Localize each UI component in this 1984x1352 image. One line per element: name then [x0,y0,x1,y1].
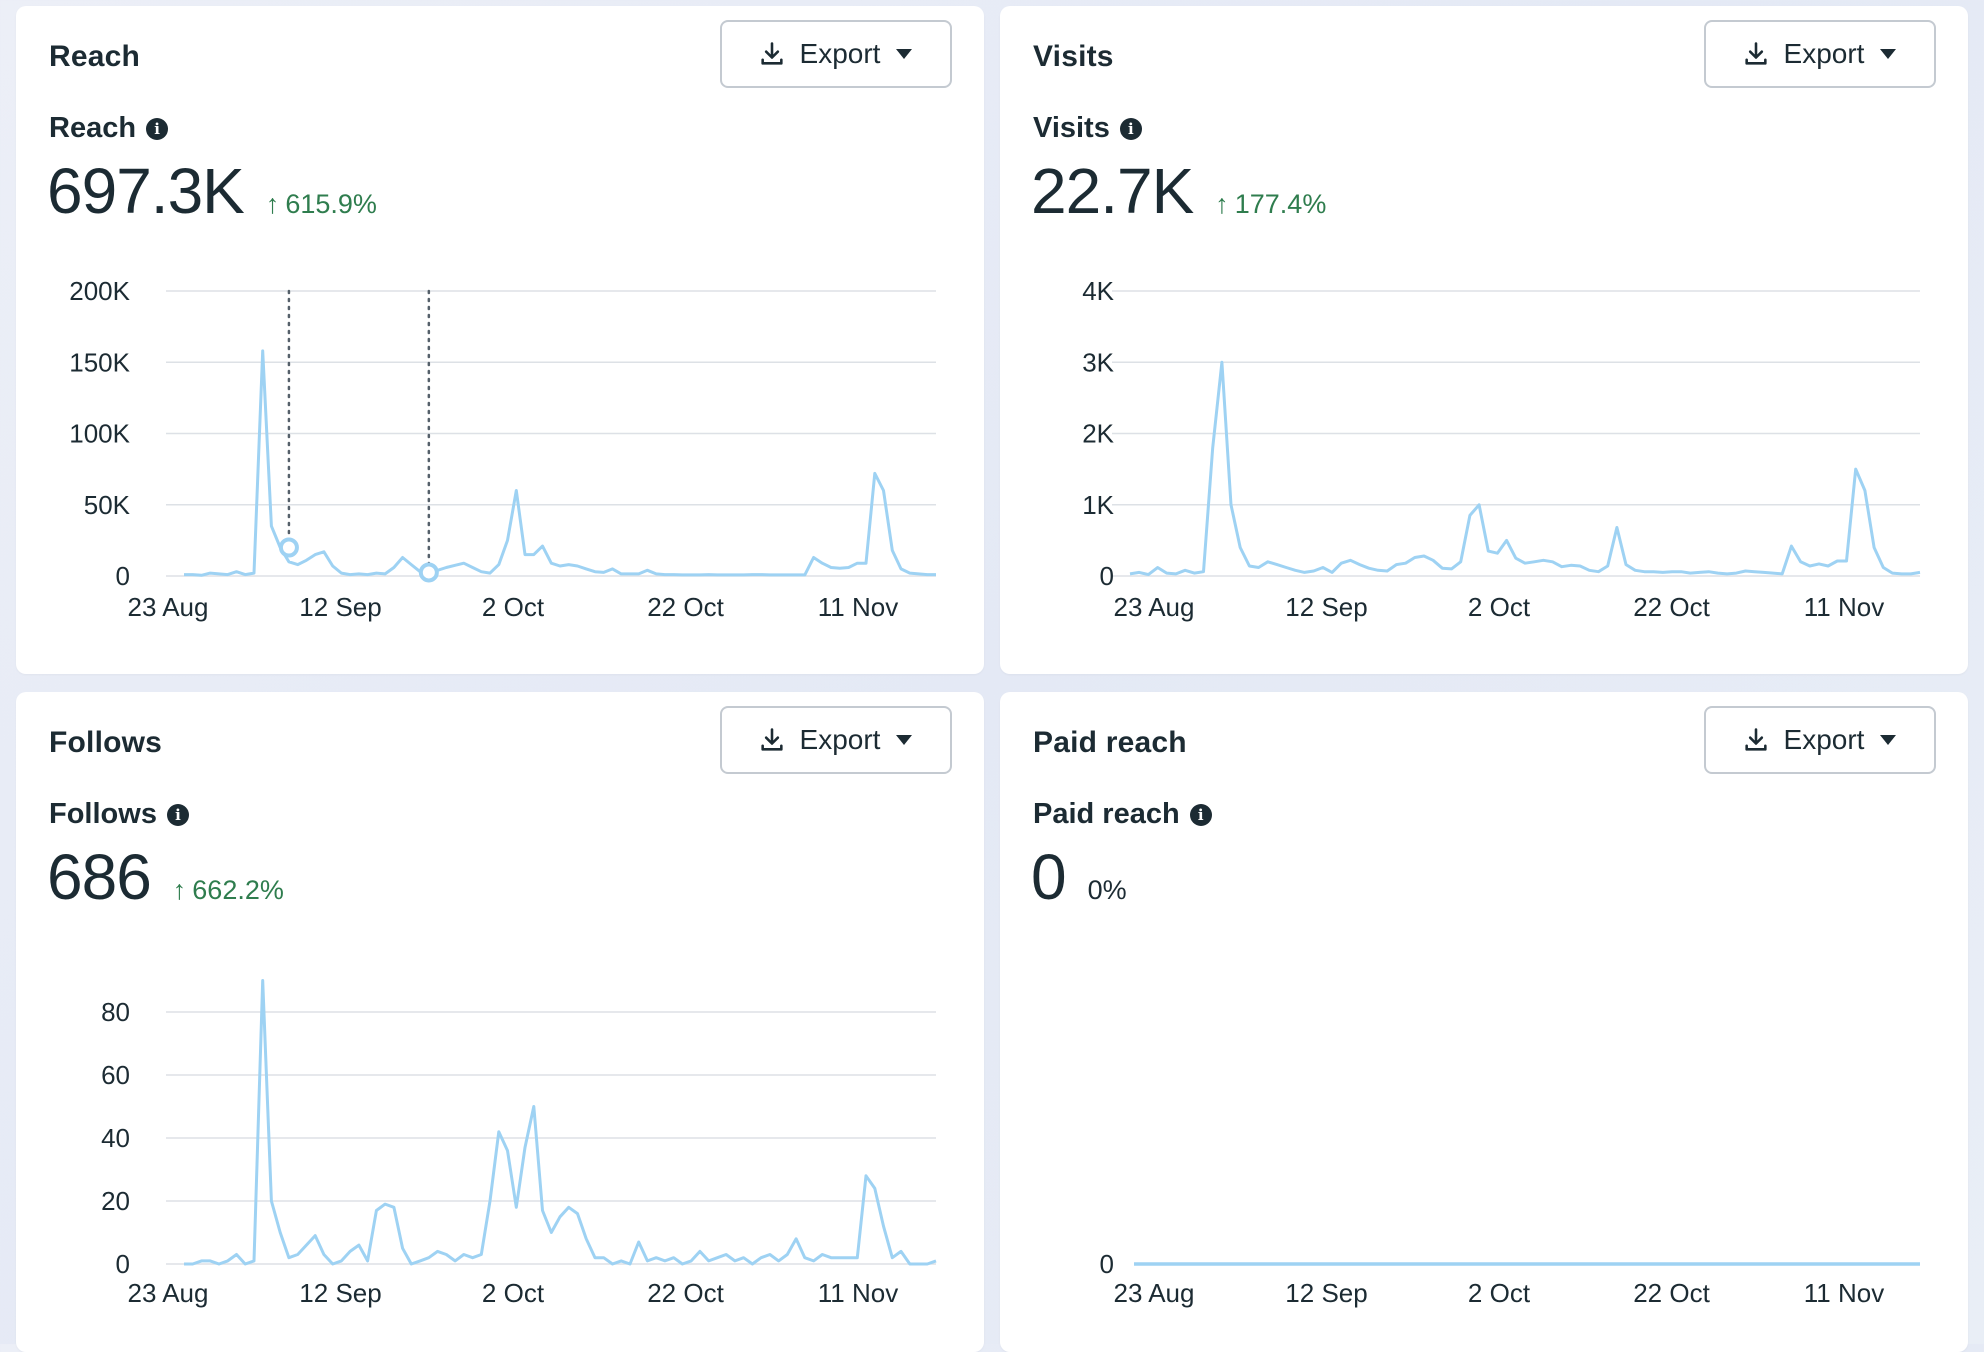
x-tick-label: 2 Oct [482,592,545,622]
caret-down-icon [1880,735,1897,745]
data-point-marker[interactable] [418,562,439,583]
y-tick-label: 80 [101,997,130,1027]
export-button[interactable]: Export [720,706,952,774]
metric-label: Paid reach i [1033,798,1212,831]
export-label: Export [1783,38,1865,69]
info-icon[interactable]: i [146,117,169,140]
export-label: Export [1783,724,1865,755]
arrow-up-icon: ↑ [1215,189,1229,219]
y-tick-label: 100K [69,419,130,449]
x-tick-label: 11 Nov [1804,1278,1884,1308]
info-icon[interactable]: i [1119,117,1142,140]
metric-value: 697.3K [47,155,245,227]
x-tick-label: 23 Aug [1114,592,1195,622]
metric-change: ↑ 662.2% [172,875,284,905]
y-tick-label: 0 [1100,1249,1114,1279]
data-point-marker[interactable] [278,537,299,558]
metric-value: 0 [1031,841,1067,913]
info-icon[interactable]: i [166,803,189,826]
y-tick-label: 200K [69,276,130,306]
reach-card: Reach Export Reach i 697.3K ↑ 615.9% 0 50… [16,6,984,674]
x-tick-label: 22 Oct [1633,1278,1710,1308]
x-tick-label: 12 Sep [299,1278,381,1308]
export-button[interactable]: Export [720,20,952,88]
y-tick-label: 150K [69,347,130,377]
x-tick-label: 11 Nov [818,592,898,622]
download-icon [760,42,783,65]
y-tick-label: 4K [1082,276,1114,306]
metric-value: 22.7K [1031,155,1194,227]
download-icon [760,728,783,751]
metric-change: ↑ 177.4% [1215,189,1327,219]
x-tick-label: 2 Oct [1468,592,1531,622]
metric-change: 0% [1087,875,1127,905]
metric-label: Reach i [49,112,169,145]
metric-label: Follows i [49,798,189,831]
paid-reach-chart[interactable]: 023 Aug 12 Sep 2 Oct 22 Oct 11 Nov [1000,692,1968,1352]
reach-chart[interactable]: 0 50K 100K 150K 200K 23 Aug 12 Sep 2 Oct 22 Oct 1… [16,6,984,674]
info-icon[interactable]: i [1189,803,1212,826]
x-tick-label: 23 Aug [128,592,209,622]
metric-row: 697.3K ↑ 615.9% [47,154,377,228]
x-tick-label: 12 Sep [1285,592,1367,622]
x-tick-label: 23 Aug [128,1278,209,1308]
metric-value: 686 [47,841,152,913]
card-title: Reach [49,40,141,73]
arrow-up-icon: ↑ [172,875,187,905]
follows-chart[interactable]: 0 20 40 60 80 23 Aug 12 Sep 2 Oct 22 Oct 11 Nov [16,692,984,1352]
export-button[interactable]: Export [1704,706,1936,774]
caret-down-icon [896,735,913,745]
series-line[interactable] [184,349,936,577]
card-title: Paid reach [1033,726,1187,759]
y-tick-label: 0 [1100,561,1114,591]
y-tick-label: 40 [101,1123,130,1153]
export-label: Export [799,724,881,755]
card-title: Visits [1033,40,1114,73]
y-tick-label: 1K [1082,490,1114,520]
metric-label: Visits i [1033,112,1142,145]
x-tick-label: 2 Oct [1468,1278,1531,1308]
y-tick-label: 2K [1082,419,1114,449]
y-tick-label: 60 [101,1060,130,1090]
arrow-up-icon: ↑ [265,189,280,219]
x-tick-label: 2 Oct [482,1278,545,1308]
paid-reach-card: Paid reach Export Paid reach i 0 0% 0 23 … [1000,692,1968,1352]
x-tick-label: 12 Sep [1285,1278,1367,1308]
y-tick-label: 0 [116,561,130,591]
x-tick-label: 12 Sep [299,592,381,622]
download-icon [1744,42,1767,65]
metric-row: 686 ↑ 662.2% [47,840,284,914]
metric-change: ↑ 615.9% [265,189,377,219]
series-line[interactable] [184,979,937,1266]
metric-row: 0 0% [1031,840,1127,914]
x-tick-label: 11 Nov [1804,592,1884,622]
x-tick-label: 23 Aug [1114,1278,1195,1308]
x-tick-label: 22 Oct [1633,592,1710,622]
x-tick-label: 22 Oct [647,1278,724,1308]
y-tick-label: 0 [116,1249,130,1279]
x-tick-label: 22 Oct [647,592,724,622]
caret-down-icon [896,49,913,59]
visits-card: Visits Export Visits i 22.7K ↑ 177.4% 0 1… [1000,6,1968,674]
card-title: Follows [49,726,163,759]
y-tick-label: 50K [84,490,131,520]
visits-chart[interactable]: 0 1K 2K 3K 4K 23 Aug 12 Sep 2 Oct 22 Oct 11 Nov [1000,6,1968,674]
metric-row: 22.7K ↑ 177.4% [1031,154,1326,228]
series-line[interactable] [1129,360,1921,577]
export-label: Export [799,38,881,69]
caret-down-icon [1880,49,1897,59]
export-button[interactable]: Export [1704,20,1936,88]
y-tick-label: 20 [101,1186,130,1216]
x-tick-label: 11 Nov [818,1278,898,1308]
download-icon [1744,728,1767,751]
y-tick-label: 3K [1082,347,1114,377]
